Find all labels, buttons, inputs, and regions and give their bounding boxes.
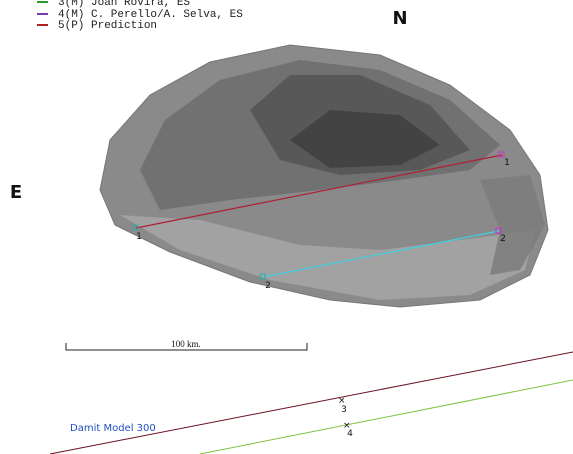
scale-bar-line [65, 343, 308, 351]
observer-line [199, 379, 573, 454]
line-marker: × [343, 421, 351, 431]
asteroid-shape [99, 44, 549, 308]
east-label: E [10, 182, 22, 203]
model-label: Damit Model 300 [70, 423, 156, 434]
legend-label: 5(P) Prediction [58, 20, 157, 32]
chords: 1 1 2 2 [132, 151, 510, 291]
chord-line [135, 154, 503, 229]
observer-line [49, 351, 573, 454]
scale-bar: 100 km. [65, 339, 308, 351]
line-label: 3 [341, 405, 347, 415]
line-marker: × [338, 396, 346, 406]
north-label: N [392, 8, 407, 29]
chord-line [262, 230, 500, 278]
chord-marker [498, 151, 505, 158]
shape-facet [120, 215, 535, 300]
chord-label: 2 [265, 281, 271, 291]
observer-lines: × 3 × 4 [49, 351, 573, 454]
chord-marker [132, 224, 139, 231]
shape-facet [290, 110, 440, 168]
line-label: 4 [347, 429, 353, 439]
scale-bar-label: 100 km. [171, 339, 201, 349]
legend-label: 3(M) Joan Rovira, ES [58, 0, 190, 9]
chord-marker [495, 227, 502, 234]
shape-facet [480, 175, 545, 275]
legend-label: 4(M) C. Perello/A. Selva, ES [58, 9, 243, 21]
chord-label: 1 [136, 232, 142, 242]
chord-marker [259, 273, 266, 280]
chord-label: 2 [500, 234, 506, 244]
chord-label: 1 [504, 158, 510, 168]
legend: 3(M) Joan Rovira, ES 4(M) C. Perello/A. … [37, 0, 243, 32]
